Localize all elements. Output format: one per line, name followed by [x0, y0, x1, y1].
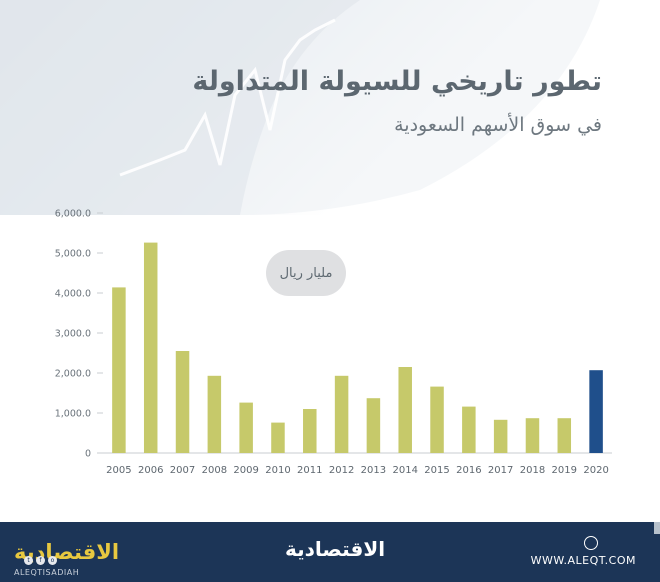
x-tick-label: 2007: [170, 465, 195, 476]
twitter-icon[interactable]: t: [24, 556, 33, 565]
y-tick-label: 4,000.0: [55, 289, 91, 300]
x-tick-label: 2009: [233, 465, 258, 476]
bar-2013: [366, 398, 381, 453]
bar-2020: [589, 370, 603, 453]
corner-decoration: [654, 522, 660, 534]
y-tick-label: 6,000.0: [55, 209, 91, 220]
x-tick-label: 2011: [297, 465, 322, 476]
footer-website-link[interactable]: WWW.ALEQT.COM: [530, 554, 636, 567]
x-tick-label: 2008: [202, 465, 227, 476]
x-tick-label: 2013: [361, 465, 386, 476]
bar-2007: [175, 351, 190, 453]
bar-2016: [462, 406, 476, 453]
x-tick-label: 2017: [488, 465, 513, 476]
y-tick-label: 3,000.0: [55, 329, 91, 340]
x-tick-label: 2006: [138, 465, 163, 476]
footer-handle: ALEQTISADIAH: [14, 568, 80, 577]
bar-2009: [239, 402, 253, 453]
bar-2019: [557, 418, 572, 453]
y-tick-label: 1,000.0: [55, 409, 91, 420]
globe-icon: [584, 536, 598, 550]
header-graphic: [0, 0, 600, 215]
x-tick-label: 2010: [265, 465, 290, 476]
x-tick-label: 2020: [583, 465, 608, 476]
chart-subtitle: في سوق الأسهم السعودية: [394, 114, 602, 136]
bar-2015: [430, 386, 444, 453]
y-tick-label: 5,000.0: [55, 249, 91, 260]
bar-2017: [493, 419, 508, 453]
bar-2008: [207, 375, 222, 453]
bar-chart: 0 1,000.0 2,000.0 3,000.0 4,000.0 5,000.0 6,00…: [55, 209, 612, 476]
bar-2018: [525, 418, 540, 453]
x-tick-label: 2005: [106, 465, 131, 476]
facebook-icon[interactable]: f: [36, 556, 45, 565]
bar-2012: [334, 375, 349, 453]
y-tick-label: 0: [85, 449, 91, 460]
x-tick-label: 2019: [552, 465, 577, 476]
chart-title: تطور تاريخي للسيولة المتداولة: [192, 66, 602, 97]
bar-2011: [303, 409, 317, 453]
bar-2005: [112, 287, 126, 453]
x-tick-label: 2014: [392, 465, 417, 476]
header-background: [0, 0, 660, 215]
bar-2006: [143, 242, 158, 453]
footer: الاقتصادية ALEQTISADIAH t f o الاقتصادية…: [0, 522, 660, 582]
bar-2010: [271, 422, 285, 453]
bar-2014: [398, 367, 412, 453]
x-tick-label: 2012: [329, 465, 354, 476]
x-tick-label: 2016: [456, 465, 481, 476]
y-tick-label: 2,000.0: [55, 369, 91, 380]
unit-badge: مليار ريال: [266, 250, 346, 296]
instagram-icon[interactable]: o: [48, 556, 57, 565]
footer-center-logo: الاقتصادية: [285, 537, 386, 561]
x-tick-label: 2018: [520, 465, 545, 476]
x-tick-label: 2015: [424, 465, 449, 476]
